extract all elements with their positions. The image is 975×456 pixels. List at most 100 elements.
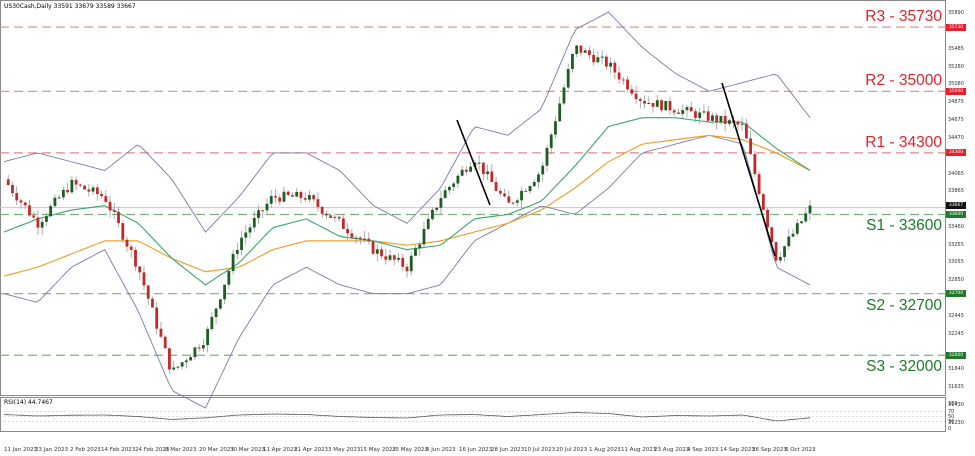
- candle-body: [753, 154, 757, 175]
- candle-body: [804, 213, 808, 222]
- candle-body: [494, 182, 498, 191]
- price-tick: 35485: [948, 45, 964, 52]
- candle-body: [757, 174, 761, 195]
- candle-body: [78, 184, 82, 186]
- date-tick: 3 May 2023: [328, 447, 361, 453]
- candle-body: [579, 45, 583, 53]
- price-tag-32700: 32700: [946, 290, 966, 298]
- date-tick: 23 Aug 2023: [654, 447, 690, 453]
- price-tick: 33460: [948, 223, 964, 230]
- candle-body: [464, 169, 468, 172]
- candle-body: [159, 328, 163, 337]
- candle-body: [299, 192, 303, 199]
- candle-body: [117, 211, 120, 224]
- date-tick: 15 May 2023: [360, 447, 396, 453]
- rsi-tick: 50: [948, 413, 955, 420]
- candle-body: [295, 192, 299, 197]
- date-tick: 8 Mar 2023: [165, 447, 197, 453]
- candle-body: [49, 206, 53, 217]
- candle-body: [36, 217, 40, 228]
- candle-body: [685, 107, 689, 111]
- candle-body: [613, 62, 617, 73]
- candle-body: [672, 110, 676, 113]
- candle-body: [723, 116, 727, 124]
- candle-body: [286, 191, 290, 196]
- candle-body: [325, 213, 328, 216]
- candle-body: [503, 193, 506, 197]
- candle-body: [558, 103, 562, 122]
- candle-body: [380, 249, 383, 257]
- date-tick: 23 Jan 2023: [35, 447, 68, 453]
- candle-body: [95, 187, 99, 195]
- date-tick: 28 Jun 2023: [491, 447, 525, 453]
- rsi-line: [3, 412, 811, 422]
- candle-body: [210, 317, 214, 330]
- price-tag-35730: 35730: [946, 23, 966, 31]
- rsi-tick: 70: [948, 408, 955, 415]
- candle-body: [486, 171, 489, 175]
- candle-body: [774, 242, 778, 261]
- candle-body: [783, 246, 786, 257]
- price-tick: 34470: [948, 134, 964, 141]
- candle-body: [401, 257, 405, 267]
- candle-body: [32, 215, 36, 218]
- candle-body: [244, 232, 248, 238]
- candle-body: [384, 256, 388, 260]
- candle-body: [583, 50, 587, 53]
- candle-body: [575, 45, 579, 54]
- candle-body: [129, 246, 133, 250]
- candle-body: [350, 233, 354, 238]
- candle-body: [537, 174, 540, 182]
- candle-body: [193, 347, 197, 358]
- candle-body: [422, 229, 426, 245]
- date-tick: 6 Oct 2023: [785, 447, 816, 453]
- candle-body: [19, 200, 23, 203]
- candle-body: [354, 237, 358, 239]
- candle-body: [761, 194, 765, 210]
- candle-body: [668, 101, 672, 111]
- candle-body: [634, 93, 638, 100]
- rsi-tick: 0: [948, 426, 952, 432]
- candle-body: [201, 345, 205, 349]
- candle-body: [70, 179, 74, 193]
- candle-body: [609, 62, 613, 67]
- date-tick: 6 Jun 2023: [426, 447, 456, 453]
- candle-body: [15, 193, 19, 201]
- candle-body: [261, 210, 265, 212]
- candle-body: [677, 112, 680, 114]
- price-tick: 35280: [948, 63, 964, 70]
- date-tick: 1 Aug 2023: [589, 447, 621, 453]
- candle-body: [511, 202, 515, 204]
- level-label-s2: S2 - 32700: [866, 296, 942, 314]
- price-tag-32000: 32000: [946, 351, 966, 359]
- candle-body: [617, 72, 621, 80]
- candle-body: [83, 185, 86, 190]
- candle-body: [651, 102, 655, 107]
- candle-body: [397, 257, 400, 260]
- candle-body: [61, 189, 65, 198]
- candle-body: [358, 237, 362, 240]
- candle-body: [388, 255, 392, 260]
- candle-body: [6, 179, 10, 185]
- candle-body: [596, 57, 600, 63]
- candle-body: [554, 121, 557, 135]
- price-tick: 34065: [948, 170, 964, 177]
- date-tick: 26 Sep 2023: [752, 447, 787, 453]
- candle-body: [100, 194, 103, 197]
- candle-body: [282, 191, 286, 202]
- candle-body: [341, 218, 345, 229]
- candle-body: [702, 111, 706, 113]
- date-tick: 25 May 2023: [392, 447, 428, 453]
- date-tick: 21 Apr 2023: [294, 447, 329, 453]
- price-tick: 31430: [948, 402, 964, 409]
- candle-body: [418, 244, 422, 249]
- candle-body: [151, 298, 154, 308]
- candle-body: [333, 216, 337, 218]
- candle-body: [600, 56, 604, 58]
- candle-body: [549, 134, 553, 148]
- date-tick: 14 Feb 2023: [101, 447, 136, 453]
- price-tick: 31230: [948, 420, 964, 426]
- candle-body: [515, 200, 519, 203]
